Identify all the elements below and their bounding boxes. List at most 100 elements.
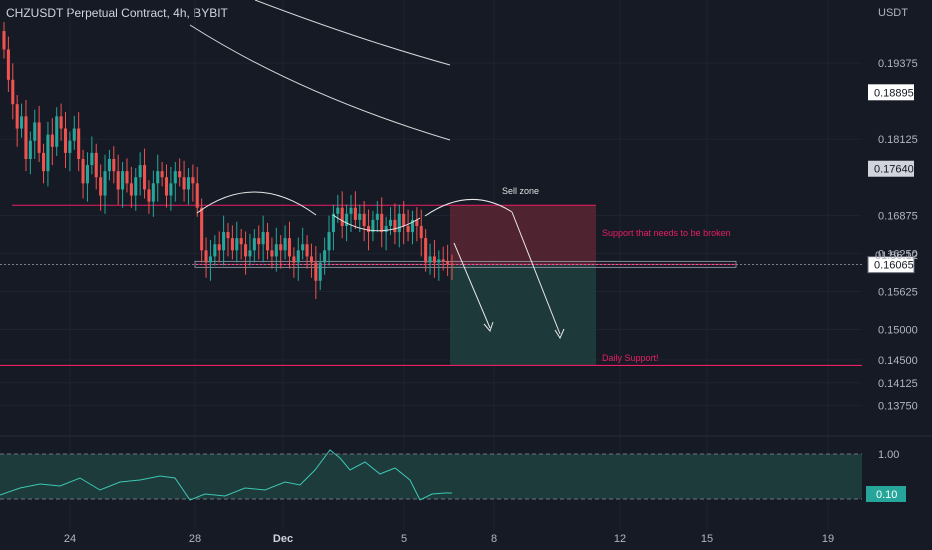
candle-body (402, 213, 406, 226)
candle-body (178, 171, 182, 178)
candle-body (314, 262, 318, 281)
x-tick-label: Dec (273, 533, 293, 545)
candle-body (265, 232, 270, 251)
candle-body (143, 165, 147, 190)
y-tick-label: 0.15625 (878, 286, 918, 298)
candle-body (213, 244, 217, 257)
price-badge-label: 0.17640 (874, 164, 914, 176)
candle-body (151, 183, 155, 202)
candle-body (292, 256, 296, 263)
osc-line (0, 449, 452, 501)
osc-tick-label: 1.00 (878, 449, 899, 461)
candle-body (195, 183, 199, 208)
sell-zone (450, 205, 596, 265)
candle-body (283, 238, 287, 251)
candle-body (318, 262, 322, 281)
candle-body (432, 256, 436, 263)
candle-body (415, 219, 419, 226)
osc-current-badge (866, 486, 906, 502)
candle-body (380, 213, 384, 233)
candle-body (156, 171, 160, 184)
candle-body (204, 250, 208, 263)
y-tick-label: 0.14500 (878, 355, 918, 367)
candle-body (28, 140, 32, 159)
candle-body (68, 140, 72, 153)
breakdown-arrowhead (483, 321, 494, 332)
candle-body (371, 219, 375, 233)
candle-body (81, 158, 85, 184)
candle-body (305, 244, 309, 257)
pattern-arc-left (196, 191, 317, 216)
candle-body (103, 171, 107, 196)
projection-arrowhead (554, 328, 565, 340)
candle-body (208, 256, 212, 263)
candle-body (222, 232, 226, 251)
candle-body (112, 158, 116, 172)
support-broken-label: Support that needs to be broken (602, 228, 731, 238)
pattern-arc-mid (332, 214, 421, 232)
candle-body (279, 244, 283, 251)
x-tick-label: 19 (822, 533, 834, 545)
candle-body (388, 219, 393, 226)
candle-body (353, 207, 357, 220)
y-tick-label: 0.14125 (878, 378, 918, 390)
candle-body (362, 213, 366, 226)
candle-body (182, 177, 186, 190)
candle-body (90, 152, 94, 166)
candle-body (230, 238, 234, 251)
time-axis[interactable]: 24 28 Dec 5 8 12 15 19 (64, 533, 834, 545)
moving-average-slow (189, 24, 451, 141)
grid (0, 0, 862, 530)
candle-body (63, 128, 68, 153)
pattern-arc-right (424, 199, 513, 217)
candle-body (107, 158, 111, 172)
candle-body (244, 244, 248, 257)
candle-body (55, 116, 59, 147)
currency-label: USDT (878, 7, 908, 19)
projection-path (511, 211, 561, 335)
moving-average-fast (254, 0, 451, 66)
candle-body (252, 238, 256, 251)
candle-body (186, 177, 191, 190)
candle-body (173, 171, 177, 184)
y-tick-label: 0.13750 (878, 401, 918, 413)
x-tick-label: 8 (491, 533, 497, 545)
candle-body (248, 250, 252, 257)
y-tick-label: 0.16875 (878, 210, 918, 222)
pattern-drawings (196, 191, 565, 340)
candle-body (235, 238, 239, 251)
candle-body (446, 261, 450, 264)
candle-body (331, 213, 335, 233)
x-tick-label: 15 (701, 533, 713, 545)
candle-body (20, 116, 24, 129)
candle-body (121, 171, 125, 190)
candle-body (257, 238, 261, 245)
candle-body (336, 207, 340, 214)
candle-body (367, 225, 371, 233)
price-axis[interactable]: 0.193750.181250.168750.162500.156250.150… (867, 58, 918, 413)
candle-body (46, 134, 50, 172)
candle-body (437, 259, 441, 263)
candle-body (37, 122, 41, 153)
candle-body (6, 49, 10, 80)
price-badge (868, 160, 914, 177)
candle-body (301, 244, 305, 251)
candle-body (375, 213, 379, 220)
candle-body (99, 177, 103, 196)
candle-body (134, 177, 138, 196)
candle-body (169, 183, 173, 196)
candle-body (226, 232, 230, 239)
candle-body (2, 31, 6, 50)
x-tick-label: 24 (64, 533, 76, 545)
candle-body (296, 250, 300, 263)
candle-body (358, 213, 362, 220)
oscillator-pane (0, 435, 932, 501)
candle-body (116, 171, 120, 190)
breakdown-path (453, 242, 491, 329)
candle-body (15, 104, 19, 129)
price-badge (867, 256, 915, 274)
candle-body (24, 116, 28, 159)
price-badge-label: 0.16065 (874, 260, 914, 272)
price-badge (868, 84, 914, 101)
